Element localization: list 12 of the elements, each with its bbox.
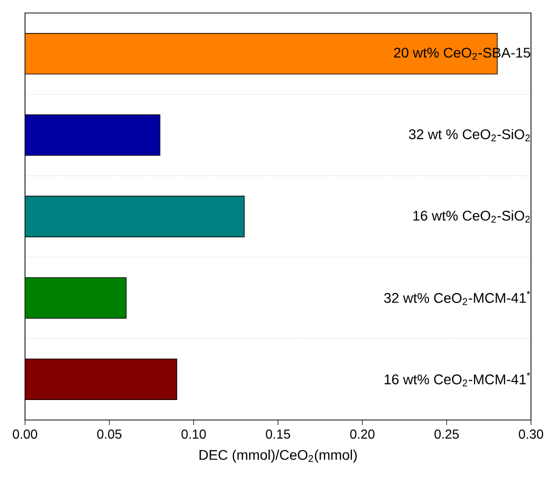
x-tick-label: 0.30 [518, 430, 544, 439]
x-tick-label: 0.00 [12, 430, 38, 439]
y-tick-label: 32 wt% CeO$_{2}$-MCM-41$^{*}$ [384, 290, 530, 305]
x-tick-label: 0.10 [182, 430, 206, 439]
x-tick-label: 0.25 [434, 430, 459, 439]
x-tick-label: 0.05 [97, 430, 122, 439]
x-tick-label: 0.15 [266, 430, 290, 439]
x-tick-label: 0.20 [350, 430, 374, 439]
y-tick-label: 16 wt% CeO$_{2}$-SiO$_{2}$ [413, 210, 530, 223]
y-tick-label: 32 wt % CeO$_{2}$-SiO$_{2}$ [408, 128, 530, 142]
x-axis-title: DEC (mmol)/CeO$_{2}$(mmol) [200, 450, 357, 463]
y-tick-label: 16 wt% CeO$_{2}$-MCM-41$^{*}$ [384, 372, 530, 386]
